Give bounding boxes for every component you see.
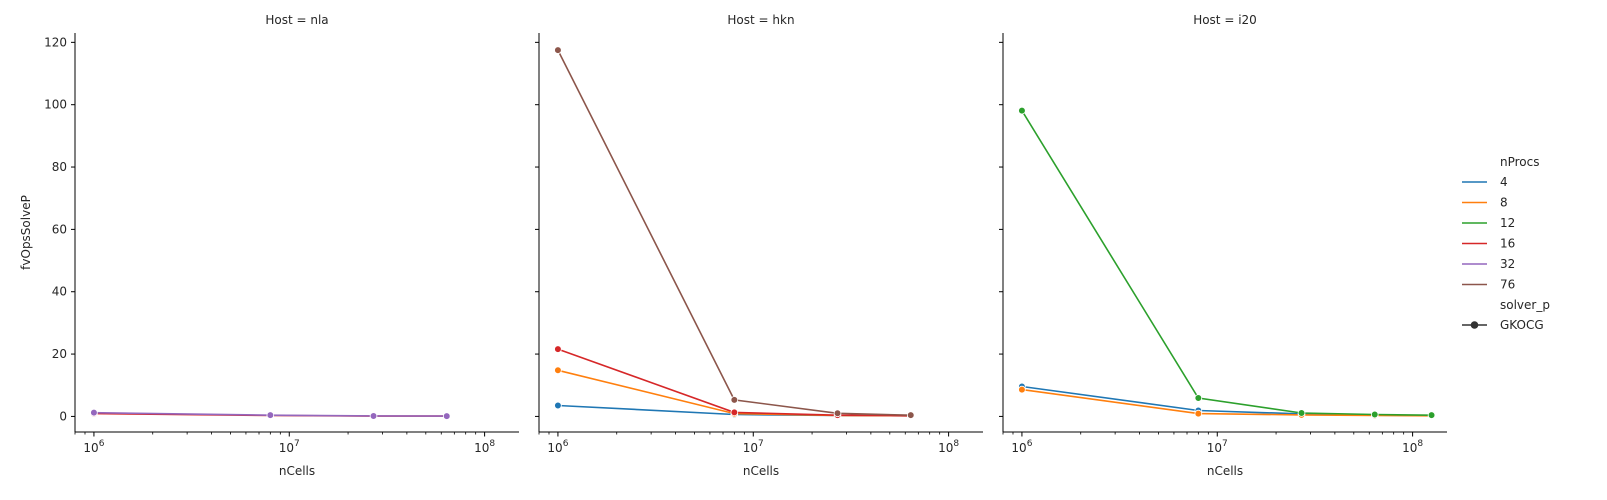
- legend-label: 16: [1500, 237, 1515, 251]
- legend-title-hue: nProcs: [1500, 155, 1540, 169]
- data-point: [554, 345, 562, 353]
- series-line-32: [93, 411, 447, 417]
- legend: nProcs 4 8 12 16 32 76 solver_p GKOCG: [1462, 155, 1550, 332]
- x-tick-label: 106: [83, 439, 104, 455]
- x-axis-label: nCells: [279, 464, 315, 478]
- x-tick-label: 107: [1207, 439, 1228, 455]
- y-tick-label: 0: [59, 409, 67, 423]
- y-tick-label: 120: [44, 35, 67, 49]
- legend-style-marker: [1470, 321, 1479, 329]
- series-line-12: [1021, 110, 1432, 416]
- data-point: [442, 412, 451, 420]
- x-tick-label: 108: [1402, 439, 1423, 455]
- legend-title-style: solver_p: [1500, 298, 1550, 312]
- legend-label: GKOCG: [1500, 318, 1544, 332]
- data-point: [554, 46, 562, 54]
- data-point: [1427, 411, 1436, 419]
- legend-label: 76: [1500, 278, 1515, 292]
- data-point: [1194, 409, 1203, 418]
- data-point: [554, 366, 562, 375]
- y-tick-label: 40: [52, 285, 67, 299]
- series-line-4: [1021, 385, 1432, 417]
- x-tick-label: 106: [1011, 439, 1032, 455]
- data-point: [369, 412, 378, 420]
- data-point: [1194, 394, 1203, 402]
- legend-label: 8: [1500, 196, 1508, 210]
- x-axis-label: nCells: [1207, 464, 1243, 478]
- y-tick-label: 20: [52, 347, 67, 361]
- legend-label: 32: [1500, 257, 1515, 271]
- data-point: [730, 396, 739, 404]
- x-tick-label: 107: [743, 439, 764, 455]
- panel-1: Host = hkn 106 107 108 nCells: [535, 13, 983, 478]
- data-point: [1370, 410, 1379, 419]
- data-point: [906, 411, 915, 419]
- x-tick-label: 108: [938, 439, 959, 455]
- data-point: [1018, 106, 1026, 115]
- panel-0: Host = nla 0 20 40 60 80 100 120 106 107 108 nCells: [44, 13, 519, 478]
- data-point: [266, 411, 275, 419]
- panel-title: Host = nla: [265, 13, 328, 27]
- data-point: [833, 409, 842, 418]
- data-point: [1297, 409, 1306, 417]
- y-tick-label: 100: [44, 98, 67, 112]
- x-tick-label: 106: [547, 439, 568, 455]
- data-point: [90, 408, 98, 417]
- y-axis-label: fvOpsSolveP: [19, 195, 33, 270]
- series-line-16: [557, 348, 911, 417]
- y-tick-label: 60: [52, 222, 67, 236]
- panel-2: Host = i20 106 107 108 nCells: [999, 13, 1447, 478]
- series-line-76: [557, 49, 911, 416]
- legend-label: 4: [1500, 175, 1508, 189]
- x-axis-label: nCells: [743, 464, 779, 478]
- y-tick-label: 80: [52, 160, 67, 174]
- data-point: [730, 408, 739, 417]
- panel-title: Host = i20: [1193, 13, 1257, 27]
- x-tick-label: 107: [279, 439, 300, 455]
- legend-label: 12: [1500, 216, 1515, 230]
- data-point: [554, 401, 562, 410]
- panel-title: Host = hkn: [727, 13, 794, 27]
- data-point: [1018, 385, 1026, 394]
- x-tick-label: 108: [474, 439, 495, 455]
